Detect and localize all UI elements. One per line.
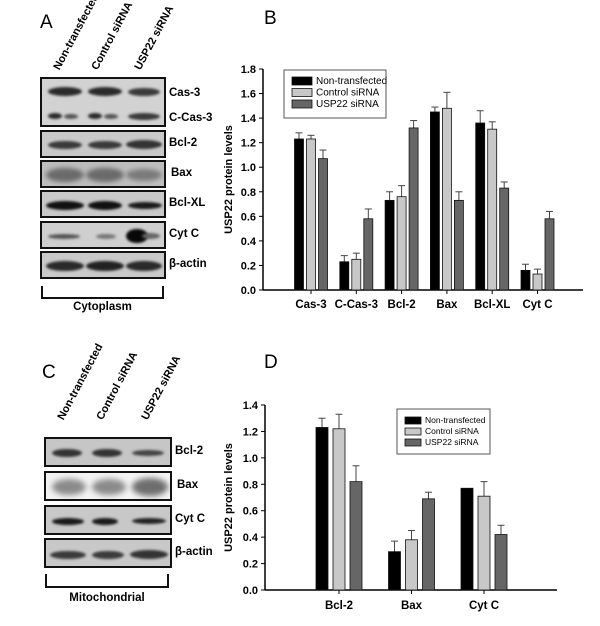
x-tick-label: Bcl-XL	[474, 299, 510, 311]
y-tick-label: 1.6	[241, 89, 256, 101]
x-tick-label: Bax	[436, 299, 458, 311]
fraction-label-cytoplasm: Cytoplasm	[73, 301, 132, 313]
x-tick-label: C-Cas-3	[335, 299, 378, 311]
y-tick-label: 1.4	[241, 113, 257, 125]
blot-label-bax-mito: Bax	[177, 479, 199, 491]
blot-beta-actin-mito	[44, 538, 172, 568]
y-tick-label: 0.0	[241, 285, 256, 297]
fraction-label-mitochondrial: Mitochondrial	[69, 592, 145, 604]
legend-label: Non-transfected	[316, 76, 387, 87]
x-tick-label: Cyt C	[522, 299, 552, 311]
blot-label-beta-actin-mito: β-actin	[175, 546, 213, 558]
blot-label-c-cas3: C-Cas-3	[169, 112, 213, 124]
y-tick-label: 0.2	[241, 260, 256, 272]
blot-label-bax: Bax	[171, 167, 193, 179]
x-tick-label: Cas-3	[295, 299, 326, 311]
blot-beta-actin	[40, 251, 166, 279]
blot-bcl2-mito	[44, 437, 172, 467]
y-tick-label: 1.8	[241, 64, 256, 76]
blot-bax-mito	[44, 471, 172, 501]
legend-label: Control siRNA	[316, 88, 380, 99]
cytoplasm-bracket	[41, 286, 164, 299]
bar-control-sirna	[532, 273, 543, 291]
bar-usp22-sirna	[499, 187, 510, 291]
bar-usp22-sirna	[363, 218, 374, 291]
bar-non-transfected	[520, 269, 531, 291]
blot-label-beta-actin: β-actin	[169, 258, 207, 270]
y-tick-label: 1.0	[241, 162, 256, 174]
bar-control-sirna	[487, 128, 498, 291]
bar-non-transfected	[339, 261, 350, 291]
blot-label-cytc: Cyt C	[169, 228, 200, 240]
legend-swatch	[291, 76, 313, 86]
y-axis-label: USP22 protein levels	[223, 125, 235, 234]
panel-letter-c: C	[42, 362, 56, 383]
y-tick-label: 0.4	[241, 236, 257, 248]
blot-label-bcl2-mito: Bcl-2	[175, 445, 204, 457]
y-tick-label: 0.6	[241, 211, 256, 223]
blot-label-cas3: Cas-3	[169, 87, 201, 99]
panel-letter-d: D	[264, 352, 278, 373]
bar-non-transfected	[384, 199, 395, 291]
blot-label-bcl2: Bcl-2	[169, 137, 198, 149]
legend-swatch	[291, 99, 313, 109]
blot-bax	[40, 160, 166, 188]
x-tick-label: Bcl-2	[388, 299, 416, 311]
bar-non-transfected	[294, 138, 304, 291]
y-tick-label: 1.2	[241, 138, 256, 150]
blot-cas3	[40, 77, 166, 127]
y-tick-label: 0.8	[241, 187, 256, 199]
blot-cytc-mito	[44, 505, 172, 535]
bar-non-transfected	[475, 122, 486, 291]
bar-usp22-sirna	[318, 158, 328, 291]
blot-bcl2	[40, 130, 166, 158]
legend-label: USP22 siRNA	[316, 99, 379, 110]
panel-letter-b: B	[264, 8, 277, 29]
bar-control-sirna	[441, 107, 452, 291]
bar-usp22-sirna	[408, 127, 419, 291]
bar-control-sirna	[351, 258, 362, 291]
blot-cytc	[40, 221, 166, 249]
mitochondrial-bracket	[45, 574, 169, 588]
bar-control-sirna	[306, 138, 316, 291]
legend-swatch	[291, 88, 313, 97]
bar-non-transfected	[429, 111, 440, 291]
bar-usp22-sirna	[544, 218, 555, 291]
panel-letter-a: A	[40, 12, 53, 33]
bar-usp22-sirna	[453, 199, 464, 291]
blot-label-bclxl: Bcl-XL	[169, 197, 206, 209]
blot-label-cytc-mito: Cyt C	[175, 513, 206, 525]
bar-control-sirna	[396, 196, 407, 291]
blot-bclxl	[40, 190, 166, 218]
